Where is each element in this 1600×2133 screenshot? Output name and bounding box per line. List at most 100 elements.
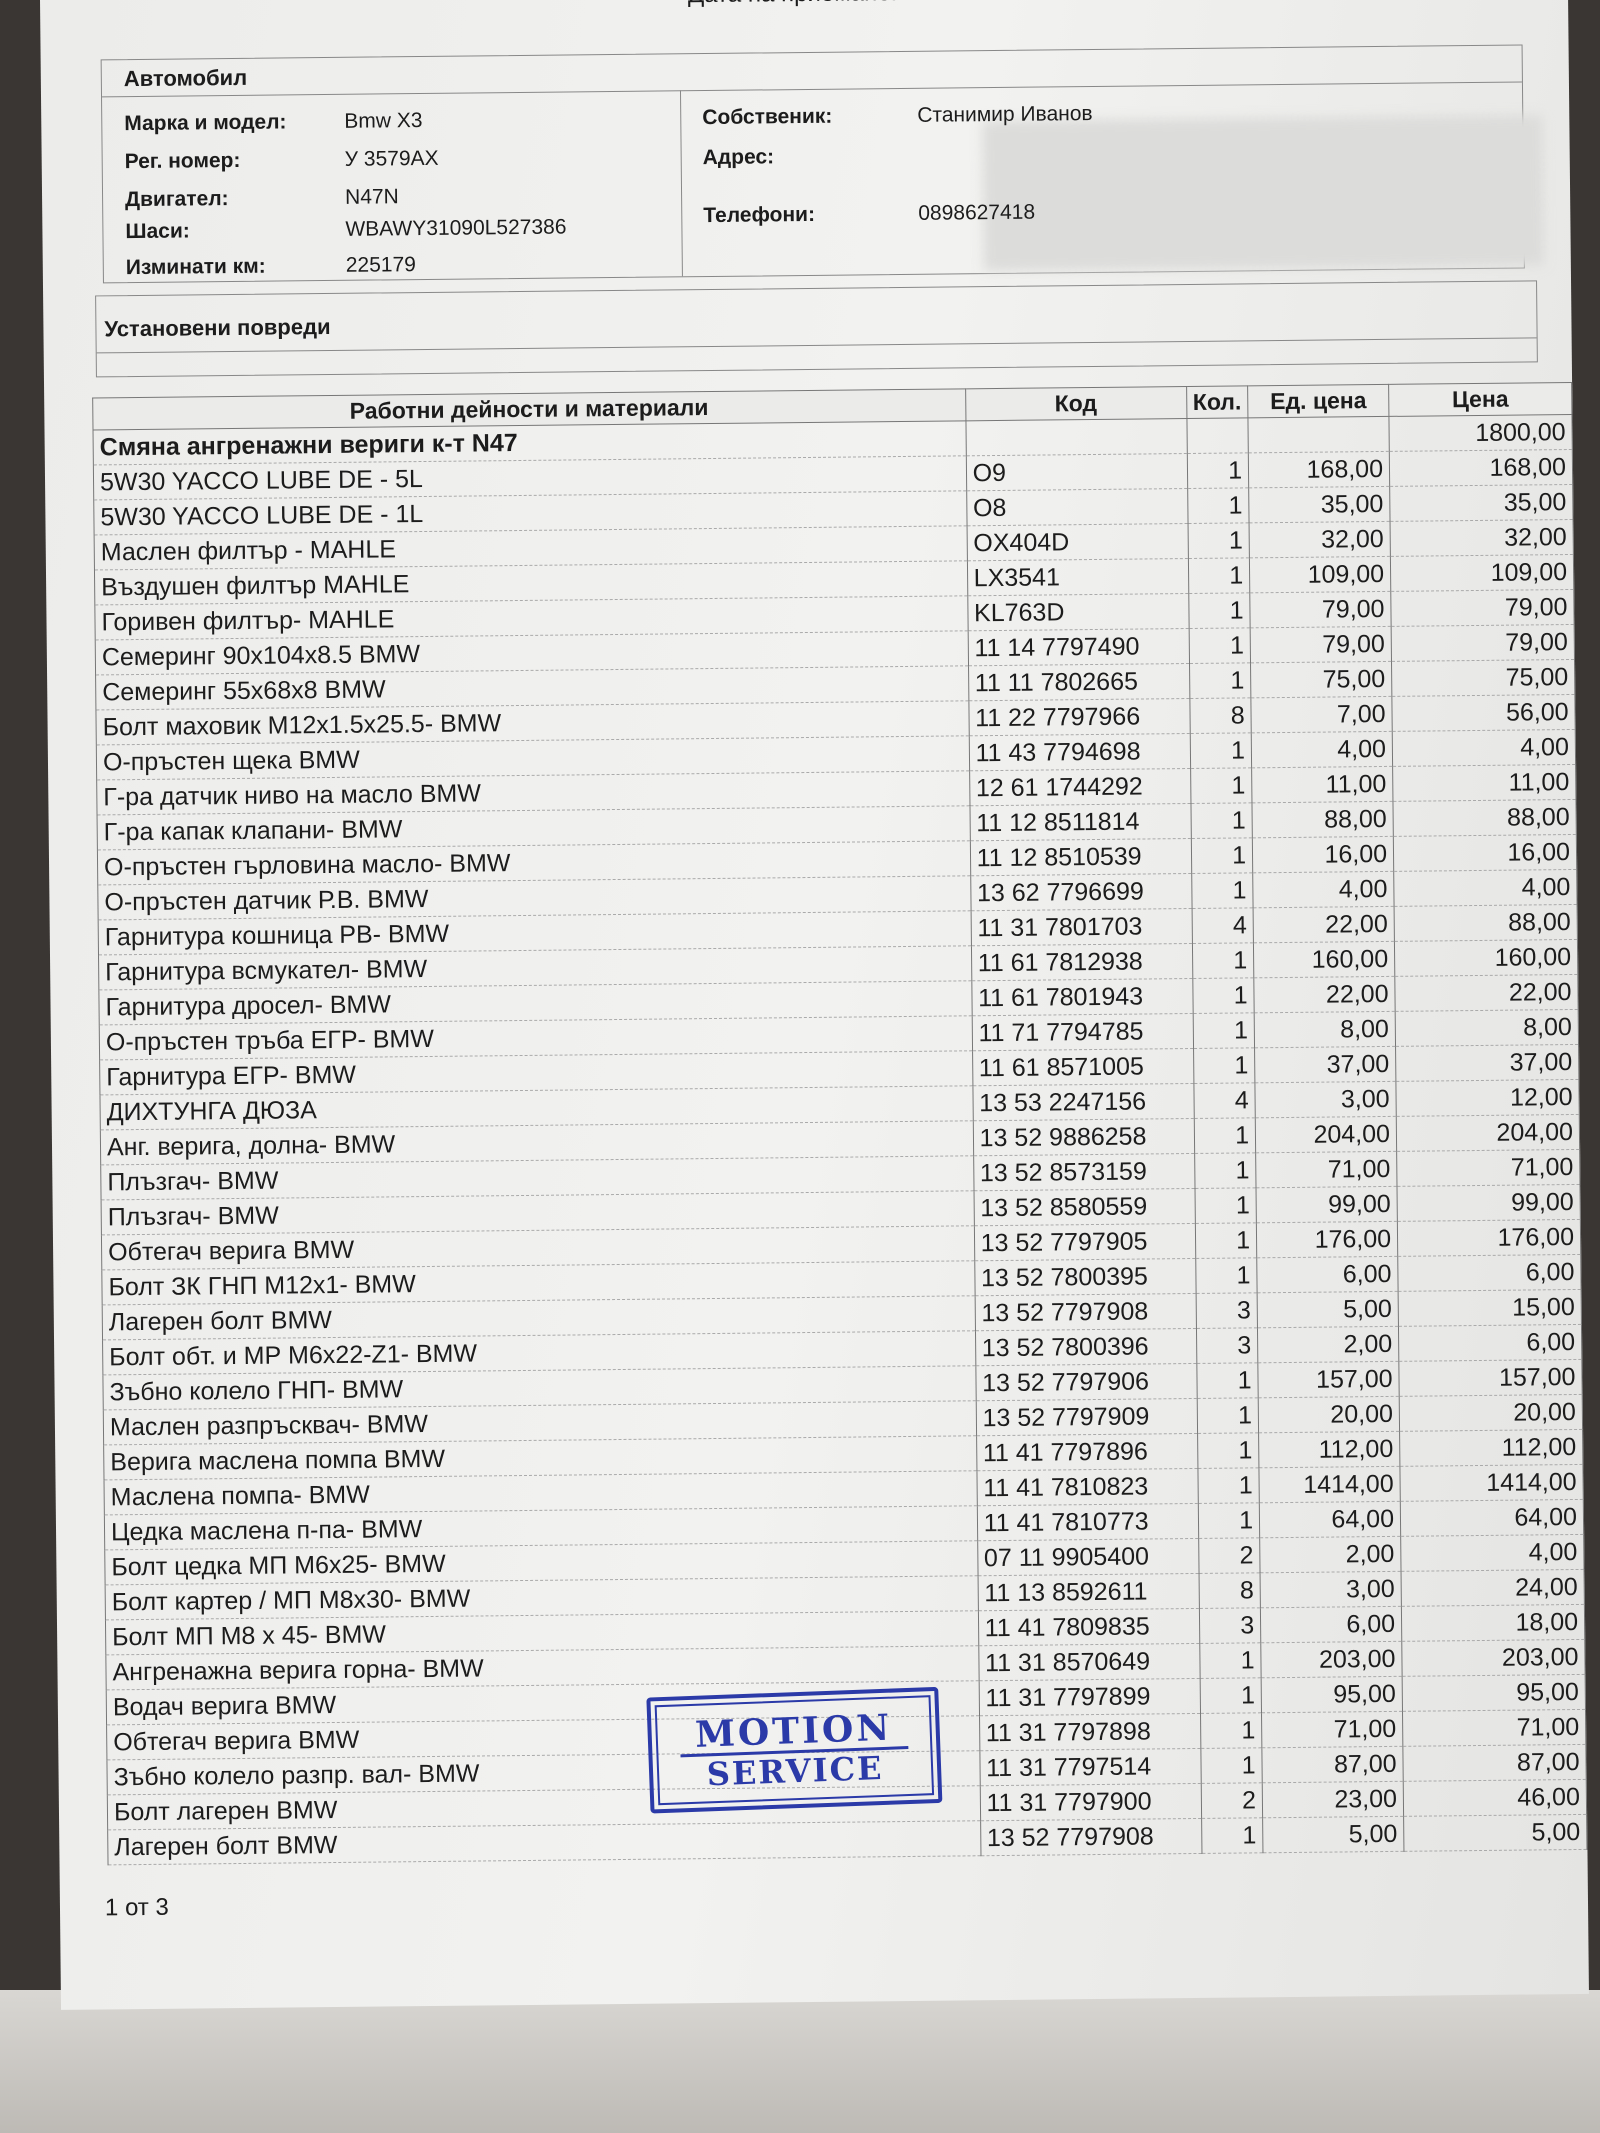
cell-price: 71,00 <box>1396 1149 1580 1187</box>
cell-qty: 1 <box>1197 1432 1260 1469</box>
cell-unit-price: 37,00 <box>1254 1046 1396 1083</box>
cell-code: 11 31 7797898 <box>979 1713 1201 1751</box>
cell-code: 13 52 9886258 <box>972 1118 1195 1156</box>
cell-unit-price: 71,00 <box>1261 1711 1403 1748</box>
works-materials-table: Работни дейности и материали Код Кол. Ед… <box>92 382 1587 1865</box>
cell-qty: 1 <box>1192 977 1255 1014</box>
cell-qty: 1 <box>1191 872 1254 909</box>
cell-unit-price: 20,00 <box>1258 1396 1400 1433</box>
cell-qty: 1 <box>1187 487 1250 524</box>
cell-code: 11 31 7797900 <box>979 1783 1202 1821</box>
cell-qty: 1 <box>1199 1677 1262 1714</box>
invoice-page: Дата на приемане: 18.04.2024 Автомобил М… <box>40 0 1589 2010</box>
cell-unit-price: 11,00 <box>1251 766 1393 803</box>
cell-price: 88,00 <box>1394 904 1578 942</box>
cell-price: 157,00 <box>1398 1359 1583 1397</box>
cell-unit-price: 6,00 <box>1260 1606 1402 1643</box>
cell-price: 37,00 <box>1395 1044 1579 1082</box>
cell-qty: 1 <box>1200 1747 1263 1784</box>
cell-qty: 1 <box>1190 802 1253 839</box>
cell-price: 8,00 <box>1395 1009 1579 1047</box>
cell-unit-price: 157,00 <box>1257 1361 1400 1398</box>
cell-price: 32,00 <box>1390 519 1574 557</box>
field-value: 0898627418 <box>918 200 1036 225</box>
cell-code: 11 31 8570649 <box>978 1643 1200 1681</box>
cell-unit-price: 7,00 <box>1250 696 1393 733</box>
cell-unit-price: 8,00 <box>1254 1011 1396 1048</box>
cell-code: 11 61 8571005 <box>972 1048 1194 1086</box>
cell-qty: 8 <box>1189 697 1252 734</box>
cell-code: 13 52 7800396 <box>975 1328 1197 1366</box>
cell-price: 12,00 <box>1395 1079 1580 1117</box>
cell-unit-price: 88,00 <box>1252 801 1394 838</box>
cell-unit-price: 168,00 <box>1248 451 1390 488</box>
field-label: Шаси: <box>125 219 190 244</box>
cell-unit-price: 79,00 <box>1249 591 1392 628</box>
cell-code: 13 52 7800395 <box>974 1258 1196 1296</box>
cell-qty: 1 <box>1196 1397 1259 1434</box>
cell-code: 13 52 7797908 <box>974 1293 1197 1331</box>
cell-code: OX404D <box>966 523 1188 561</box>
field-label: Телефони: <box>703 202 816 228</box>
cell-code: 11 11 7802665 <box>968 663 1190 701</box>
cell-unit-price: 4,00 <box>1251 731 1393 768</box>
divider <box>679 90 683 277</box>
cell-unit <box>1248 416 1390 453</box>
cell-price: 15,00 <box>1398 1289 1582 1327</box>
cell-code: O9 <box>965 453 1188 491</box>
cell-code: 11 22 7797966 <box>968 698 1190 736</box>
cell-code: 13 52 7797909 <box>975 1398 1198 1436</box>
cell-qty: 2 <box>1200 1782 1263 1819</box>
cell-qty: 1 <box>1190 767 1253 804</box>
cell-qty: 1 <box>1200 1712 1262 1749</box>
cell-qty: 1 <box>1197 1502 1260 1539</box>
field-label: Адрес: <box>702 145 775 170</box>
cell-price: 16,00 <box>1393 834 1577 872</box>
cell-code: 13 52 8573159 <box>973 1153 1195 1191</box>
cell-price: 24,00 <box>1401 1569 1585 1607</box>
cell-unit-price: 6,00 <box>1256 1256 1399 1293</box>
cell-unit-price: 112,00 <box>1258 1431 1400 1468</box>
cell-qty: 1 <box>1201 1817 1264 1854</box>
cell-code: 11 61 7801943 <box>971 978 1193 1016</box>
cell-unit-price: 5,00 <box>1262 1816 1404 1853</box>
cell-unit-price: 16,00 <box>1252 836 1394 873</box>
field-label: Двигател: <box>124 187 229 212</box>
cell-unit-price: 2,00 <box>1257 1326 1399 1363</box>
cell-unit-price: 22,00 <box>1253 976 1396 1013</box>
field-label: Изминати км: <box>125 254 266 280</box>
damages-title: Установени повреди <box>104 313 331 342</box>
cell-price: 160,00 <box>1394 939 1578 977</box>
cell-unit-price: 95,00 <box>1261 1676 1403 1713</box>
cell-unit-price: 64,00 <box>1259 1501 1401 1538</box>
cell-code: 11 12 8511814 <box>969 803 1191 841</box>
cell-code: 12 61 1744292 <box>969 768 1191 806</box>
car-info-header: Автомобил <box>101 45 1522 98</box>
cell-qty: 1 <box>1186 452 1249 489</box>
cell-price: 11,00 <box>1392 764 1576 802</box>
cell-price: 109,00 <box>1390 554 1574 592</box>
cell-code: 11 41 7797896 <box>976 1433 1198 1471</box>
intake-date: Дата на приемане: 18.04.2024 <box>688 0 1024 9</box>
cell-code: 13 53 2247156 <box>972 1083 1194 1121</box>
field-label: Собственик: <box>702 104 833 130</box>
cell-qty: 4 <box>1193 1082 1256 1119</box>
cell-qty: 1 <box>1194 1222 1257 1259</box>
motion-service-stamp: MOTION SERVICE <box>646 1686 943 1814</box>
cell-qty: 1 <box>1196 1362 1259 1399</box>
cell-qty: 1 <box>1194 1187 1257 1224</box>
cell-qty: 3 <box>1195 1292 1258 1329</box>
cell-price: 4,00 <box>1400 1534 1585 1572</box>
cell-code: 13 52 7797905 <box>973 1223 1196 1261</box>
cell-code: 11 41 7810773 <box>976 1503 1199 1541</box>
cell-qty: 1 <box>1187 557 1250 594</box>
cell-code: LX3541 <box>967 558 1189 596</box>
cell-code: 13 62 7796699 <box>970 873 1192 911</box>
cell-unit-price: 32,00 <box>1249 521 1391 558</box>
field-value: N47N <box>344 185 399 209</box>
cell-price: 35,00 <box>1389 484 1574 522</box>
cell-qty: 1 <box>1192 942 1254 979</box>
cell-price: 88,00 <box>1392 799 1577 837</box>
cell-code: 11 31 7797899 <box>978 1678 1201 1716</box>
cell-qty: 1 <box>1199 1642 1262 1679</box>
